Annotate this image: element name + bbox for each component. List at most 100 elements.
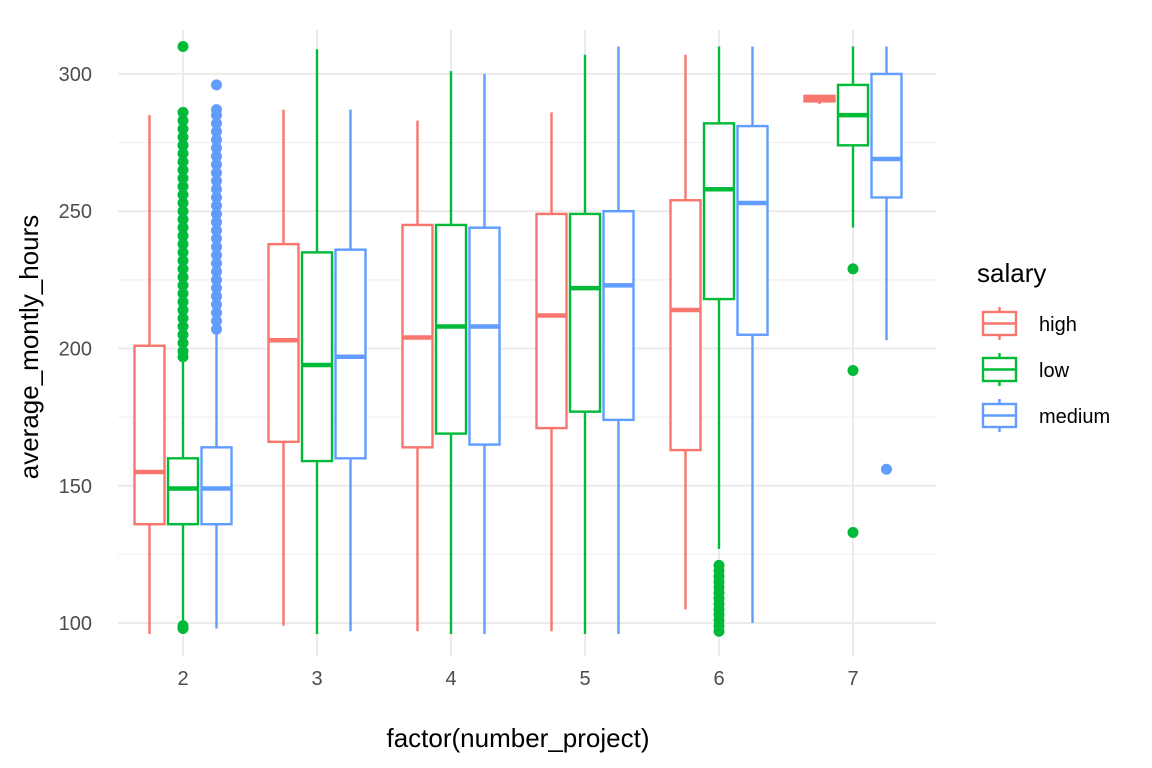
box-low-5 bbox=[568, 54, 602, 635]
y-tick-label: 250 bbox=[59, 201, 92, 223]
outlier-point bbox=[177, 230, 189, 242]
outlier-point bbox=[177, 296, 189, 308]
y-tick-label: 150 bbox=[59, 476, 92, 498]
box-body bbox=[334, 248, 367, 460]
box-low-3 bbox=[300, 49, 334, 635]
y-tick-label: 200 bbox=[59, 338, 92, 360]
outlier-point bbox=[177, 181, 189, 192]
box-body bbox=[133, 344, 166, 526]
outlier-point bbox=[881, 463, 892, 475]
y-tick-label: 100 bbox=[59, 613, 92, 635]
box-low-2 bbox=[166, 40, 200, 635]
legend-key-low: low bbox=[981, 353, 1070, 386]
outlier-point bbox=[211, 142, 222, 154]
box-low-6 bbox=[702, 46, 736, 637]
x-tick-label: 6 bbox=[713, 668, 724, 690]
outlier-point bbox=[211, 216, 222, 228]
box-low-4 bbox=[434, 71, 468, 635]
series-low bbox=[166, 40, 870, 637]
outlier-point bbox=[177, 115, 189, 127]
box-body bbox=[200, 446, 233, 526]
outlier-point bbox=[211, 191, 222, 203]
y-axis-title: average_montly_hours bbox=[14, 215, 44, 480]
legend-key-medium: medium bbox=[981, 399, 1110, 432]
outlier-point bbox=[177, 246, 189, 258]
outlier-point bbox=[177, 172, 189, 184]
outlier-point bbox=[177, 205, 189, 217]
outlier-point bbox=[847, 263, 859, 275]
outlier-point bbox=[177, 304, 189, 316]
outlier-point bbox=[847, 526, 859, 538]
outlier-point bbox=[211, 233, 222, 245]
outlier-point bbox=[177, 255, 189, 267]
outlier-point bbox=[211, 150, 222, 162]
legend-key-high: high bbox=[981, 307, 1077, 340]
box-medium-5 bbox=[602, 46, 635, 635]
legend: salary high low medium bbox=[977, 258, 1110, 432]
outlier-point bbox=[177, 164, 189, 176]
outlier-point bbox=[177, 279, 189, 291]
outlier-point bbox=[177, 139, 189, 151]
x-tick-label: 2 bbox=[177, 668, 188, 690]
outlier-point bbox=[211, 134, 222, 146]
outlier-point bbox=[177, 345, 189, 357]
outlier-point bbox=[211, 208, 222, 220]
outlier-point bbox=[713, 559, 725, 571]
box-medium-4 bbox=[468, 73, 501, 635]
outlier-point bbox=[177, 222, 189, 234]
box-high-5 bbox=[535, 112, 568, 632]
box-body bbox=[736, 124, 769, 336]
outlier-point bbox=[177, 312, 189, 324]
outlier-point bbox=[211, 104, 222, 116]
box-body bbox=[166, 457, 200, 526]
outlier-point bbox=[211, 126, 222, 138]
outlier-point bbox=[211, 117, 222, 129]
outlier-point bbox=[211, 224, 222, 236]
box-body bbox=[669, 199, 702, 452]
box-medium-6 bbox=[736, 46, 769, 624]
outlier-point bbox=[177, 263, 189, 275]
box-body bbox=[535, 212, 568, 430]
box-body bbox=[468, 226, 501, 446]
grid-layer bbox=[118, 30, 936, 656]
x-tick-label: 4 bbox=[445, 668, 456, 690]
box-body bbox=[267, 242, 300, 444]
x-tick-label: 7 bbox=[847, 668, 858, 690]
outlier-point bbox=[211, 299, 222, 311]
box-body bbox=[702, 122, 736, 301]
outlier-point bbox=[211, 249, 222, 261]
outlier-point bbox=[211, 315, 222, 327]
boxes-layer bbox=[133, 40, 903, 637]
box-body bbox=[434, 223, 468, 435]
box-high-6 bbox=[669, 54, 702, 610]
outlier-point bbox=[847, 364, 859, 376]
outlier-point bbox=[211, 175, 222, 187]
box-body bbox=[300, 251, 334, 463]
outlier-point bbox=[211, 79, 222, 91]
outlier-point bbox=[211, 241, 222, 253]
series-high bbox=[133, 54, 836, 635]
outlier-point bbox=[177, 123, 189, 135]
outlier-point bbox=[177, 271, 189, 283]
outlier-point bbox=[177, 148, 189, 160]
outlier-point bbox=[177, 40, 189, 52]
box-body bbox=[870, 72, 903, 199]
outlier-point bbox=[211, 266, 222, 278]
outlier-point bbox=[211, 159, 222, 171]
outlier-point bbox=[211, 200, 222, 212]
outlier-point bbox=[177, 189, 189, 201]
series-medium bbox=[200, 46, 903, 635]
box-high-3 bbox=[267, 109, 300, 626]
axis-layer: 100 150 200 250 300 2 3 4 5 6 7 bbox=[59, 64, 859, 690]
legend-label-low: low bbox=[1039, 360, 1070, 382]
x-tick-label: 3 bbox=[311, 668, 322, 690]
outlier-point bbox=[177, 337, 189, 349]
y-tick-label: 300 bbox=[59, 64, 92, 86]
box-low-7 bbox=[836, 46, 870, 538]
legend-label-high: high bbox=[1039, 314, 1077, 336]
legend-label-medium: medium bbox=[1039, 406, 1110, 428]
legend-title: salary bbox=[977, 258, 1046, 288]
outlier-point bbox=[177, 106, 189, 118]
box-body bbox=[568, 212, 602, 413]
